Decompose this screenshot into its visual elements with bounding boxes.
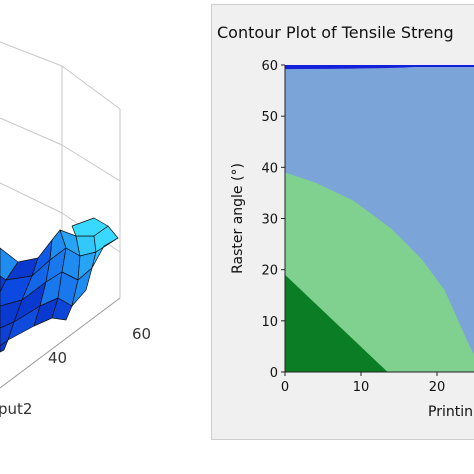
grid-line [61,65,121,110]
y-tick-label: 40 [261,161,278,176]
tick-label-40: 40 [48,349,67,367]
x-tick-label: 20 [429,380,446,395]
y-tick-label: 10 [261,315,278,330]
left-panel: 40 60 put2 [0,0,196,440]
surface-patch [71,267,93,307]
axis-line [0,297,121,389]
grid-line [61,144,121,182]
panel-gap [195,0,211,474]
grid-line [0,41,63,67]
surface-patch [91,237,119,269]
y-axis-label: Raster angle (°) [230,163,246,274]
surface-patch [0,339,9,353]
axes: 0 10 20 30 40 50 60 0 10 20 [261,59,474,395]
contour-plot: Contour Plot of Tensile Streng 0 10 20 30 40… [217,23,474,420]
x-tick-label: 10 [353,380,370,395]
x-tick-label: 0 [281,380,289,395]
tick-label-60: 60 [132,325,151,343]
axis-label: put2 [0,400,32,418]
contour-region-dark-green [285,274,388,372]
y-tick-label: 30 [261,213,278,228]
chart-title: Contour Plot of Tensile Streng [217,23,454,42]
grid-line [0,182,63,214]
left-3d-plot: 40 60 put2 [0,41,151,418]
surface-patch [71,217,109,237]
y-tick-label: 60 [261,59,278,74]
surface [0,217,119,353]
surface-patch [51,297,73,321]
contour-plot-panel: Contour Plot of Tensile Streng 0 10 20 30 40… [211,4,474,440]
y-tick-label: 50 [261,110,278,125]
y-tick-label: 0 [270,366,278,381]
plot-area [285,65,474,372]
grid-line [0,117,63,146]
contour-region-dark-blue [285,65,474,70]
x-axis-label: Printin [428,404,473,420]
y-tick-label: 20 [261,264,278,279]
